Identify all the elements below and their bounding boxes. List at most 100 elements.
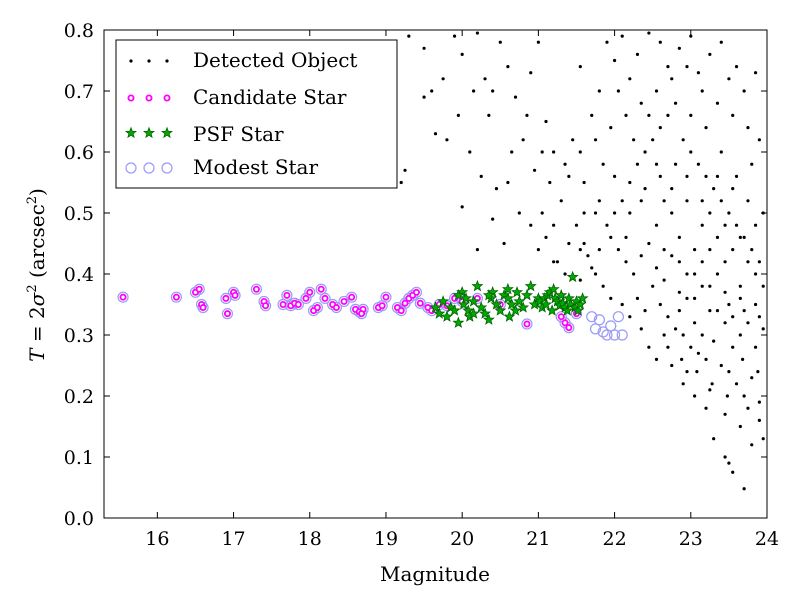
y-tick-label: 0.4 — [64, 264, 94, 286]
x-tick-label: 22 — [602, 528, 626, 550]
data-point-open-circle — [170, 291, 182, 303]
data-point-dot — [552, 260, 556, 264]
data-point-dot — [695, 370, 699, 374]
data-point-dot — [753, 71, 758, 75]
data-point-star — [501, 292, 514, 304]
data-point-dot — [750, 376, 754, 380]
data-point-dot — [460, 52, 464, 57]
data-point-open-circle — [300, 292, 312, 304]
data-point-dot — [738, 235, 742, 239]
data-point-dot — [651, 138, 655, 142]
data-point-open-circle — [616, 329, 628, 341]
data-point-dot — [677, 235, 681, 239]
data-point-dot — [593, 272, 598, 276]
data-point-dot — [483, 77, 487, 81]
data-point-open-circle — [589, 323, 602, 335]
data-point-dot — [719, 40, 723, 44]
data-point-dot — [719, 363, 723, 368]
data-point-dot — [666, 345, 670, 349]
data-point-dot — [601, 284, 605, 288]
data-point-dot — [628, 77, 632, 81]
data-point-star — [429, 301, 442, 313]
data-point-star — [509, 304, 522, 316]
data-point-circle — [321, 294, 329, 302]
x-tick-label: 16 — [145, 528, 169, 550]
data-point-dot — [693, 321, 697, 325]
data-point-dot — [685, 370, 689, 374]
data-point-star — [574, 298, 587, 310]
data-point-open-circle — [608, 329, 621, 341]
data-point-dot — [700, 223, 704, 227]
data-point-dot — [616, 89, 620, 93]
data-point-dot — [563, 162, 567, 166]
data-point-dot — [708, 388, 712, 392]
data-point-dot — [491, 89, 495, 93]
data-point-dot — [632, 138, 636, 142]
data-point-dot — [635, 52, 640, 57]
data-point-dot — [651, 284, 655, 288]
data-point-star — [437, 295, 450, 307]
data-point-star — [457, 298, 470, 310]
data-point-open-circle — [601, 329, 613, 341]
data-point-dot — [632, 272, 636, 276]
data-point-star — [462, 304, 475, 316]
data-point-dot — [700, 199, 704, 203]
legend-marker-circle — [163, 94, 171, 102]
data-point-dot — [612, 211, 617, 215]
data-point-dot — [612, 174, 617, 178]
data-point-star — [501, 282, 514, 295]
data-point-dot — [403, 168, 407, 172]
data-point-dot — [647, 241, 651, 246]
data-point-dot — [750, 248, 754, 252]
data-point-dot — [704, 126, 708, 130]
data-point-dot — [746, 199, 750, 203]
data-point-dot — [635, 162, 640, 166]
data-point-dot — [742, 394, 746, 398]
data-point-dot — [673, 162, 678, 166]
legend-marker-star — [160, 126, 174, 139]
data-point-circle — [523, 320, 531, 328]
data-point-dot — [643, 150, 647, 154]
data-point-dot — [689, 34, 693, 38]
data-point-dot — [712, 187, 716, 191]
data-point-dot — [757, 138, 761, 142]
data-point-dot — [670, 363, 674, 368]
data-point-dot — [670, 187, 674, 191]
data-point-dot — [710, 382, 714, 386]
data-point-circle — [561, 319, 569, 327]
data-point-dot — [734, 382, 739, 386]
data-point-dot — [548, 180, 552, 185]
legend-marker-circle — [127, 94, 135, 102]
data-point-star — [503, 310, 516, 322]
data-point-dot — [590, 113, 594, 117]
data-point-star — [562, 292, 575, 304]
data-point-star — [482, 289, 495, 301]
data-point-dot — [696, 351, 701, 355]
data-point-dot — [639, 327, 643, 331]
data-point-dot — [757, 315, 761, 319]
legend-marker-star — [124, 126, 138, 139]
data-point-dot — [628, 180, 632, 185]
data-point-dot — [670, 77, 674, 81]
data-point-star — [511, 285, 524, 298]
data-point-open-circle — [597, 326, 609, 338]
data-point-dot — [742, 89, 746, 93]
data-point-dot — [609, 235, 613, 239]
data-point-dot — [605, 223, 609, 227]
data-point-star — [561, 304, 574, 316]
data-point-dot — [571, 138, 575, 142]
legend-label-candidate: Candidate Star — [193, 85, 347, 109]
data-point-open-circle — [281, 289, 293, 301]
data-point-star — [459, 292, 473, 304]
data-point-dot — [567, 241, 571, 246]
data-point-open-circle — [593, 314, 605, 326]
data-point-circle — [223, 310, 231, 318]
data-point-dot — [700, 260, 704, 264]
data-point-dot — [685, 272, 689, 276]
data-point-circle — [262, 302, 270, 310]
y-tick-label: 0.8 — [64, 20, 94, 42]
data-point-dot — [468, 150, 472, 154]
data-point-dot — [677, 46, 681, 50]
data-point-star — [547, 282, 560, 295]
